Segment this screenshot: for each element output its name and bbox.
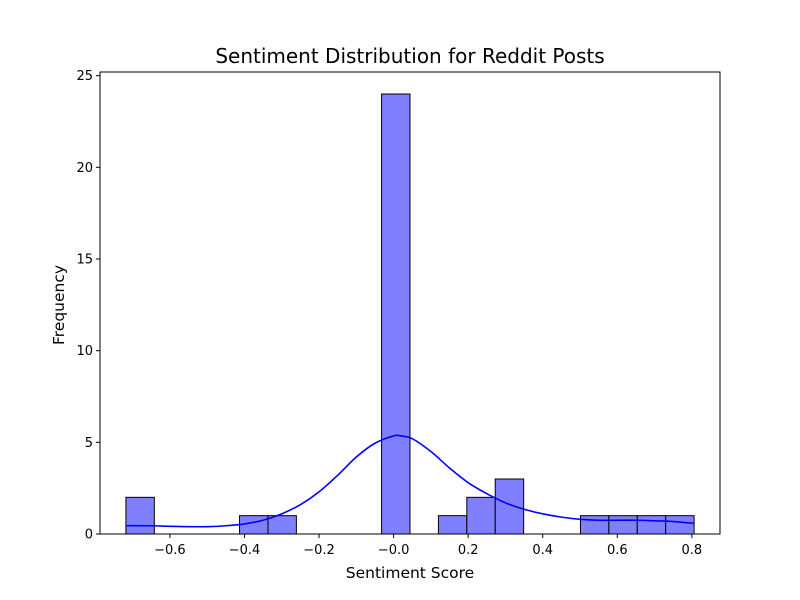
y-tick-label-1: 5 bbox=[85, 436, 93, 451]
x-tick-label-5: 0.4 bbox=[532, 543, 553, 558]
y-tick-label-4: 20 bbox=[76, 161, 93, 176]
histogram-bar-2 bbox=[267, 515, 297, 535]
x-tick-label-1: −0.4 bbox=[229, 543, 261, 558]
histogram-bar-3 bbox=[381, 93, 411, 535]
y-tick-label-3: 15 bbox=[76, 253, 93, 268]
x-tick-label-2: −0.2 bbox=[303, 543, 335, 558]
histogram-bar-5 bbox=[466, 496, 496, 535]
histogram-bar-9 bbox=[636, 515, 667, 535]
y-tick-label-2: 10 bbox=[76, 344, 93, 359]
y-tick-label-0: 0 bbox=[85, 528, 93, 543]
histogram-bar-8 bbox=[608, 515, 638, 535]
kde-curve bbox=[125, 434, 695, 528]
y-tick-label-5: 25 bbox=[76, 69, 93, 84]
x-tick-label-4: 0.2 bbox=[458, 543, 479, 558]
y-ticks: 0 5 10 15 20 25 bbox=[76, 69, 100, 543]
x-axis-label: Sentiment Score bbox=[346, 564, 474, 582]
kde-layer bbox=[125, 434, 695, 528]
x-tick-label-6: 0.6 bbox=[607, 543, 628, 558]
histogram-bar-7 bbox=[579, 515, 610, 535]
histogram-bar-6 bbox=[494, 478, 525, 535]
x-tick-label-7: 0.8 bbox=[682, 543, 703, 558]
histogram-bar-4 bbox=[437, 515, 468, 535]
x-tick-label-3: −0.0 bbox=[378, 543, 410, 558]
x-tick-label-0: −0.6 bbox=[154, 543, 186, 558]
x-ticks: −0.6 −0.4 −0.2 −0.0 0.2 0.4 0.6 0.8 bbox=[154, 534, 702, 558]
plot-frame bbox=[99, 71, 721, 535]
chart-title: Sentiment Distribution for Reddit Posts bbox=[215, 44, 604, 68]
histogram-bar-1 bbox=[239, 515, 269, 535]
y-axis-label: Frequency bbox=[50, 265, 68, 345]
histogram-bar-0 bbox=[125, 496, 155, 535]
histogram-bar-10 bbox=[665, 515, 695, 535]
